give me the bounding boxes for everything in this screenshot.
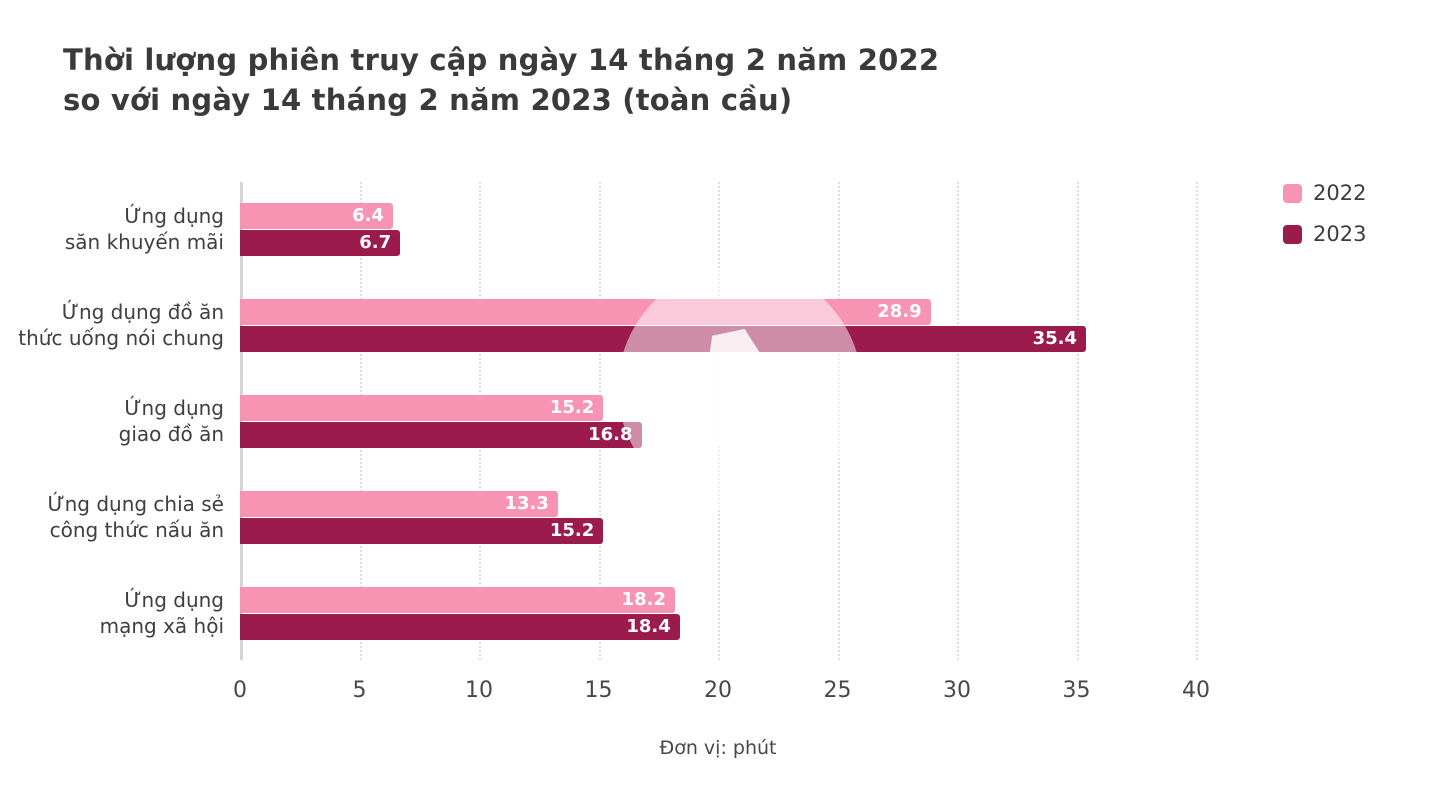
bar-value-label: 35.4 <box>1032 328 1078 349</box>
category-label: Ứng dụng chia sẻ công thức nấu ăn <box>47 492 224 542</box>
watermark-logo-icon: A <box>666 291 814 485</box>
x-gridline <box>598 182 601 660</box>
category-label: Ứng dụng giao đồ ăn <box>118 396 224 446</box>
x-axis-unit-label: Đơn vị: phút <box>659 737 777 759</box>
x-tick-label: 25 <box>823 678 852 703</box>
legend-item-2022: 2022 <box>1283 181 1366 205</box>
bar-2022-category-1: 6.4 <box>240 203 393 229</box>
bar-value-label: 6.4 <box>352 205 384 226</box>
x-tick-label: 5 <box>352 678 367 703</box>
legend-label-2022: 2022 <box>1313 181 1367 205</box>
bar-2023-category-4: 15.2 <box>240 518 604 544</box>
x-gridline <box>1196 182 1198 660</box>
x-tick-label: 40 <box>1182 678 1210 703</box>
chart-title-line1: Thời lượng phiên truy cập ngày 14 tháng … <box>63 43 940 77</box>
bar-value-label: 6.7 <box>359 232 392 253</box>
x-tick-label: 35 <box>1062 678 1091 703</box>
bar-value-label: 18.4 <box>626 616 671 637</box>
x-gridline <box>1076 182 1079 660</box>
bar-value-label: 18.2 <box>621 589 666 610</box>
watermark: A <box>618 266 862 510</box>
bar-value-label: 15.2 <box>549 520 595 541</box>
category-label: Ứng dụng săn khuyến mãi <box>64 204 224 254</box>
chart-title-line2: so với ngày 14 tháng 2 năm 2023 (toàn cầ… <box>63 83 793 117</box>
bar-2023-category-1: 6.7 <box>240 230 401 256</box>
legend-label-2023: 2023 <box>1313 222 1367 246</box>
legend-swatch-2022 <box>1283 183 1302 203</box>
bar-2022-category-4: 13.3 <box>240 491 558 517</box>
bar-2023-category-5: 18.4 <box>240 614 680 640</box>
legend-swatch-2023 <box>1283 224 1302 244</box>
bar-value-label: 16.8 <box>588 424 633 445</box>
x-tick-label: 0 <box>233 678 247 703</box>
x-gridline <box>359 182 362 660</box>
category-label: Ứng dụng đồ ăn thức uống nói chung <box>18 300 224 350</box>
x-tick-label: 15 <box>584 678 613 703</box>
bar-2022-category-3: 15.2 <box>240 395 604 421</box>
chart-title: Thời lượng phiên truy cập ngày 14 tháng … <box>63 40 939 120</box>
category-label: Ứng dụng mạng xã hội <box>99 588 224 638</box>
bar-2022-category-5: 18.2 <box>240 587 675 613</box>
x-gridline <box>479 182 481 660</box>
bar-value-label: 13.3 <box>504 493 549 514</box>
legend-item-2023: 2023 <box>1283 222 1366 246</box>
x-gridline <box>957 182 959 660</box>
bar-value-label: 15.2 <box>549 397 595 418</box>
bar-value-label: 28.9 <box>877 301 922 322</box>
legend: 2022 2023 <box>1283 181 1366 246</box>
x-tick-label: 30 <box>943 678 971 703</box>
x-tick-label: 10 <box>465 678 493 703</box>
y-axis-line <box>240 182 243 660</box>
bar-2023-category-3: 16.8 <box>240 422 642 448</box>
x-tick-label: 20 <box>704 678 732 703</box>
